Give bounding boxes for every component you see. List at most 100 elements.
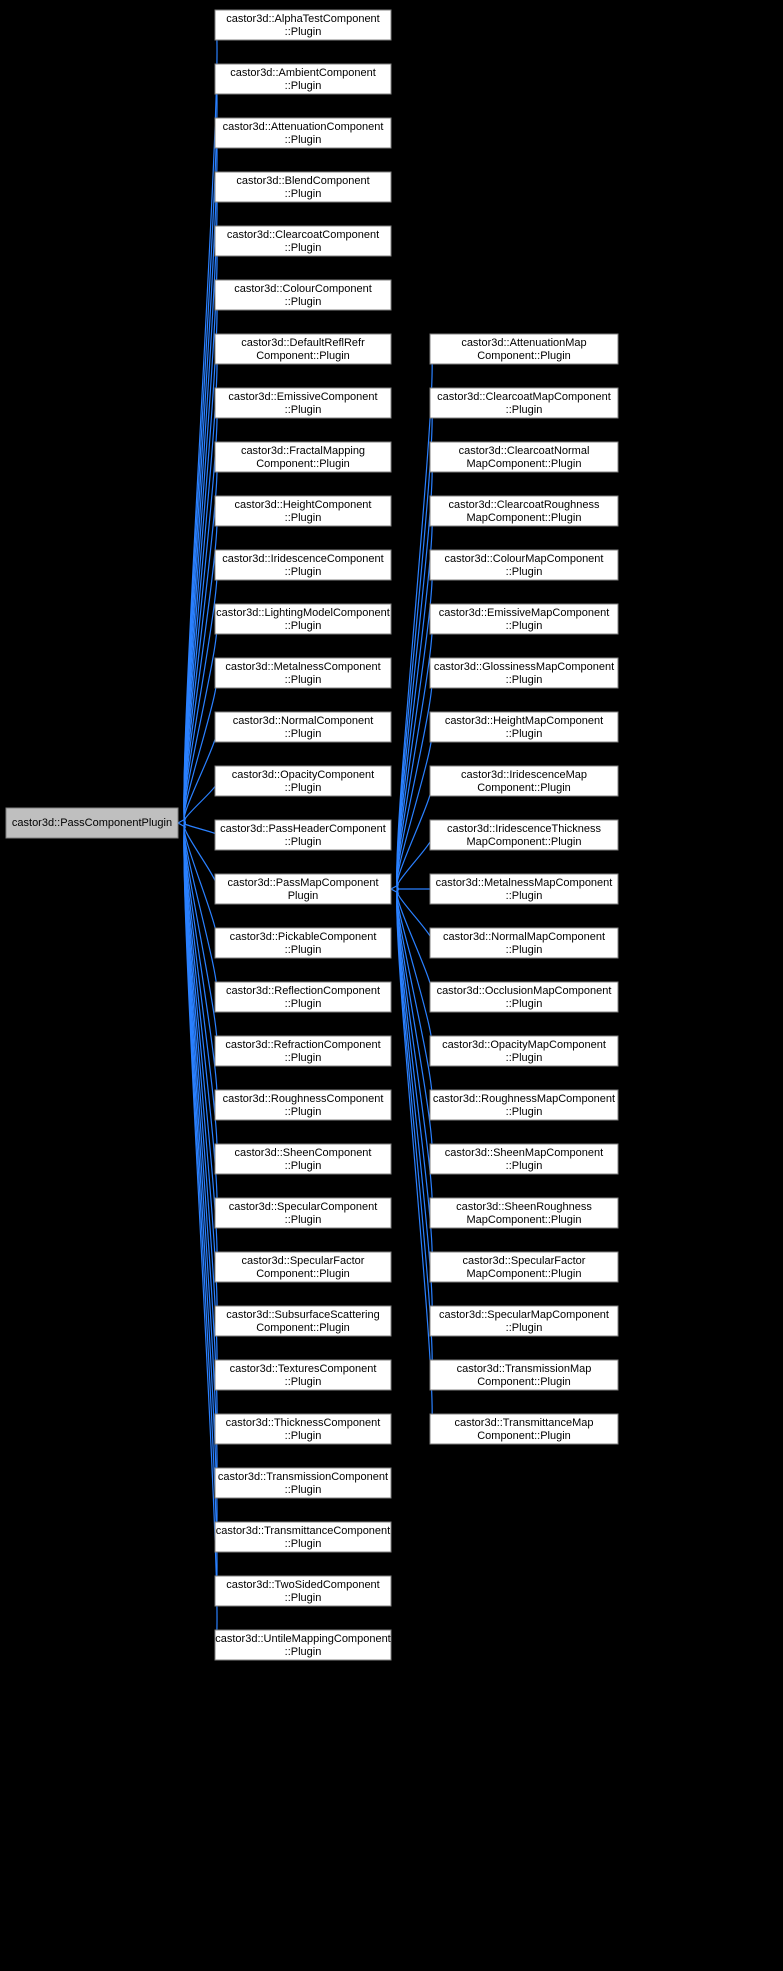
node-label-line2: ::Plugin [285,1646,322,1658]
mid-node[interactable]: castor3d::NormalComponent::Plugin [215,712,391,742]
leaf-node[interactable]: castor3d::HeightMapComponent::Plugin [430,712,618,742]
mid-node[interactable]: castor3d::ClearcoatComponent::Plugin [215,226,391,256]
node-label-line2: ::Plugin [506,728,543,740]
leaf-node[interactable]: castor3d::OcclusionMapComponent::Plugin [430,982,618,1012]
leaf-node[interactable]: castor3d::TransmissionMapComponent::Plug… [430,1360,618,1390]
node-label-line1: castor3d::ColourMapComponent [445,553,604,565]
mid-node[interactable]: castor3d::DefaultReflRefrComponent::Plug… [215,334,391,364]
node-label-line1: castor3d::FractalMapping [241,445,365,457]
mid-node[interactable]: castor3d::RefractionComponent::Plugin [215,1036,391,1066]
mid-node[interactable]: castor3d::UntileMappingComponent::Plugin [215,1630,391,1660]
mid-node[interactable]: castor3d::TexturesComponent::Plugin [215,1360,391,1390]
mid-node[interactable]: castor3d::TwoSidedComponent::Plugin [215,1576,391,1606]
edge [397,889,432,1159]
leaf-node[interactable]: castor3d::OpacityMapComponent::Plugin [430,1036,618,1066]
mid-node[interactable]: castor3d::BlendComponent::Plugin [215,172,391,202]
mid-node[interactable]: castor3d::FractalMappingComponent::Plugi… [215,442,391,472]
edge [397,619,432,889]
mid-node[interactable]: castor3d::TransmittanceComponent::Plugin [215,1522,391,1552]
leaf-node[interactable]: castor3d::RoughnessMapComponent::Plugin [430,1090,618,1120]
node-label-line2: ::Plugin [285,1538,322,1550]
node-label-line1: castor3d::NormalMapComponent [443,931,605,943]
leaf-node[interactable]: castor3d::ClearcoatNormalMapComponent::P… [430,442,618,472]
node-label-line2: ::Plugin [506,944,543,956]
node-label-line1: castor3d::AttenuationComponent [223,121,384,133]
node-label-line2: ::Plugin [506,620,543,632]
node-label-line2: ::Plugin [285,134,322,146]
mid-node[interactable]: castor3d::LightingModelComponent::Plugin [215,604,391,634]
node-label-line2: ::Plugin [285,26,322,38]
node-label-line2: ::Plugin [506,1160,543,1172]
node-label-line2: ::Plugin [506,1322,543,1334]
mid-node[interactable]: castor3d::AmbientComponent::Plugin [215,64,391,94]
node-label-line1: castor3d::OpacityMapComponent [442,1039,606,1051]
node-label-line1: castor3d::SheenMapComponent [445,1147,603,1159]
mid-node[interactable]: castor3d::MetalnessComponent::Plugin [215,658,391,688]
node-label-line2: Plugin [288,890,319,902]
mid-node[interactable]: castor3d::SpecularFactorComponent::Plugi… [215,1252,391,1282]
node-label-line2: ::Plugin [285,404,322,416]
node-label-line1: castor3d::UntileMappingComponent [215,1633,391,1645]
leaf-node[interactable]: castor3d::TransmittanceMapComponent::Plu… [430,1414,618,1444]
leaf-node[interactable]: castor3d::SheenRoughnessMapComponent::Pl… [430,1198,618,1228]
node-label-line2: ::Plugin [285,1160,322,1172]
mid-node[interactable]: castor3d::AttenuationComponent::Plugin [215,118,391,148]
node-label-line2: ::Plugin [285,1052,322,1064]
node-label-line1: castor3d::ClearcoatNormal [459,445,590,457]
mid-node[interactable]: castor3d::IridescenceComponent::Plugin [215,550,391,580]
node-label-line2: ::Plugin [285,1376,322,1388]
mid-node[interactable]: castor3d::SpecularComponent::Plugin [215,1198,391,1228]
node-label-line1: castor3d::GlossinessMapComponent [434,661,614,673]
node-label-line2: ::Plugin [285,188,322,200]
mid-node[interactable]: castor3d::ThicknessComponent::Plugin [215,1414,391,1444]
node-label-line2: ::Plugin [285,944,322,956]
root-node[interactable]: castor3d::PassComponentPlugin [6,808,178,838]
node-label-line1: castor3d::IridescenceComponent [222,553,383,565]
leaf-node[interactable]: castor3d::IridescenceThicknessMapCompone… [430,820,618,850]
node-label-line2: MapComponent::Plugin [467,1268,582,1280]
mid-node[interactable]: castor3d::PickableComponent::Plugin [215,928,391,958]
leaf-node[interactable]: castor3d::ClearcoatMapComponent::Plugin [430,388,618,418]
node-label-line2: ::Plugin [506,998,543,1010]
leaf-node[interactable]: castor3d::SpecularFactorMapComponent::Pl… [430,1252,618,1282]
leaf-node[interactable]: castor3d::GlossinessMapComponent::Plugin [430,658,618,688]
node-label-line2: ::Plugin [506,404,543,416]
node-label-line2: Component::Plugin [477,350,571,362]
mid-node[interactable]: castor3d::ColourComponent::Plugin [215,280,391,310]
mid-node[interactable]: castor3d::AlphaTestComponent::Plugin [215,10,391,40]
mid-node[interactable]: castor3d::TransmissionComponent::Plugin [215,1468,391,1498]
mid-node[interactable]: castor3d::PassHeaderComponent::Plugin [215,820,391,850]
node-label-line2: ::Plugin [285,674,322,686]
leaf-node[interactable]: castor3d::EmissiveMapComponent::Plugin [430,604,618,634]
mid-node[interactable]: castor3d::SubsurfaceScatteringComponent:… [215,1306,391,1336]
node-label-line1: castor3d::SpecularComponent [229,1201,378,1213]
leaf-node[interactable]: castor3d::IridescenceMapComponent::Plugi… [430,766,618,796]
node-label-line1: castor3d::AttenuationMap [461,337,586,349]
node-label-line2: ::Plugin [285,80,322,92]
node-label-line1: castor3d::ClearcoatMapComponent [437,391,611,403]
node-label-line1: castor3d::MetalnessComponent [225,661,380,673]
node-label-line1: castor3d::ClearcoatRoughness [448,499,600,511]
mid-node[interactable]: castor3d::SheenComponent::Plugin [215,1144,391,1174]
mid-node[interactable]: castor3d::EmissiveComponent::Plugin [215,388,391,418]
leaf-node[interactable]: castor3d::SheenMapComponent::Plugin [430,1144,618,1174]
node-label-line2: ::Plugin [285,836,322,848]
node-label-line1: castor3d::NormalComponent [233,715,374,727]
node-label-line1: castor3d::SpecularFactor [463,1255,586,1267]
node-label-line1: castor3d::TransmissionComponent [218,1471,388,1483]
node-label-line2: ::Plugin [285,1592,322,1604]
node-label: castor3d::PassComponentPlugin [12,817,172,829]
mid-node[interactable]: castor3d::PassMapComponentPlugin [215,874,391,904]
edge [184,823,217,835]
leaf-node[interactable]: castor3d::MetalnessMapComponent::Plugin [430,874,618,904]
leaf-node[interactable]: castor3d::SpecularMapComponent::Plugin [430,1306,618,1336]
leaf-node[interactable]: castor3d::ColourMapComponent::Plugin [430,550,618,580]
leaf-node[interactable]: castor3d::NormalMapComponent::Plugin [430,928,618,958]
leaf-node[interactable]: castor3d::AttenuationMapComponent::Plugi… [430,334,618,364]
node-label-line1: castor3d::PassMapComponent [227,877,378,889]
mid-node[interactable]: castor3d::RoughnessComponent::Plugin [215,1090,391,1120]
leaf-node[interactable]: castor3d::ClearcoatRoughnessMapComponent… [430,496,618,526]
mid-node[interactable]: castor3d::HeightComponent::Plugin [215,496,391,526]
mid-node[interactable]: castor3d::ReflectionComponent::Plugin [215,982,391,1012]
mid-node[interactable]: castor3d::OpacityComponent::Plugin [215,766,391,796]
